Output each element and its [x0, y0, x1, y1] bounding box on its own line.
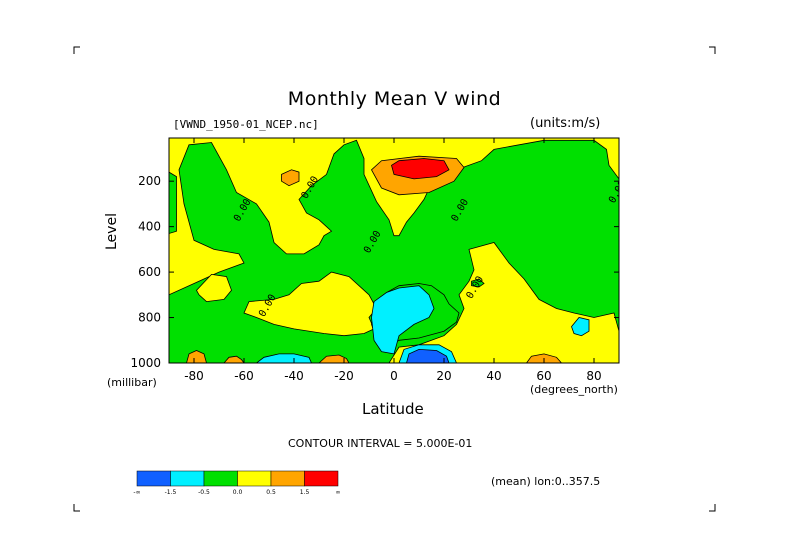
x-tick-label: 40: [486, 369, 501, 383]
legend-swatch: [136, 470, 171, 487]
legend-label: -0.5: [198, 489, 210, 496]
contour-region-0: [169, 171, 177, 234]
legend-label: ∞: [336, 489, 341, 496]
legend-label: 0.0: [233, 489, 243, 496]
x-axis-unit: (degrees_north): [530, 383, 618, 396]
legend-swatch: [203, 470, 238, 487]
legend-swatch: [170, 470, 205, 487]
units-label: (units:m/s): [530, 116, 601, 131]
x-tick-label: -20: [334, 369, 354, 383]
contour-region-7: [255, 353, 312, 363]
x-tick-label: 60: [536, 369, 551, 383]
y-tick-label: 1000: [130, 356, 161, 370]
contour-interval-text: CONTOUR INTERVAL = 5.000E-01: [288, 437, 473, 450]
contour-region-9: [406, 348, 450, 363]
contour-region-2: [196, 273, 232, 303]
contour-region-18: [391, 158, 450, 180]
x-tick-label: 0: [390, 369, 398, 383]
contour-region-11: [471, 278, 485, 288]
y-tick-label: 800: [138, 311, 161, 325]
legend-label: -∞: [133, 489, 140, 496]
x-tick-label: 80: [586, 369, 601, 383]
contour-region-4: [388, 242, 619, 363]
legend-label: -1.5: [165, 489, 177, 496]
x-tick-label: 20: [436, 369, 451, 383]
y-axis-unit: (millibar): [107, 376, 157, 389]
contour-region-12: [186, 350, 207, 363]
legend-swatch: [270, 470, 305, 487]
legend-swatch: [237, 470, 272, 487]
y-tick-label: 600: [138, 265, 161, 279]
contour-region-16: [281, 169, 300, 187]
contour-region-10: [571, 317, 590, 337]
contour-region-6: [371, 285, 435, 355]
corner-marks: [73, 46, 716, 512]
y-tick-label: 200: [138, 174, 161, 188]
x-tick-label: -40: [284, 369, 304, 383]
contour-region-13: [223, 355, 245, 363]
x-tick-label: -60: [234, 369, 254, 383]
legend-label: 0.5: [266, 489, 276, 496]
y-tick-label: 400: [138, 220, 161, 234]
chart-title: Monthly Mean V wind: [287, 88, 502, 110]
x-axis-label: Latitude: [362, 400, 424, 418]
legend-label: 1.5: [300, 489, 310, 496]
contour-region-14: [318, 354, 350, 363]
x-tick-label: -80: [184, 369, 204, 383]
mean-longitude-text: (mean) lon:0..357.5: [491, 475, 601, 488]
legend-swatch: [304, 470, 339, 487]
contour-label: 0.00: [607, 179, 629, 205]
dataset-label: [VWND_1950-01_NCEP.nc]: [173, 118, 319, 131]
